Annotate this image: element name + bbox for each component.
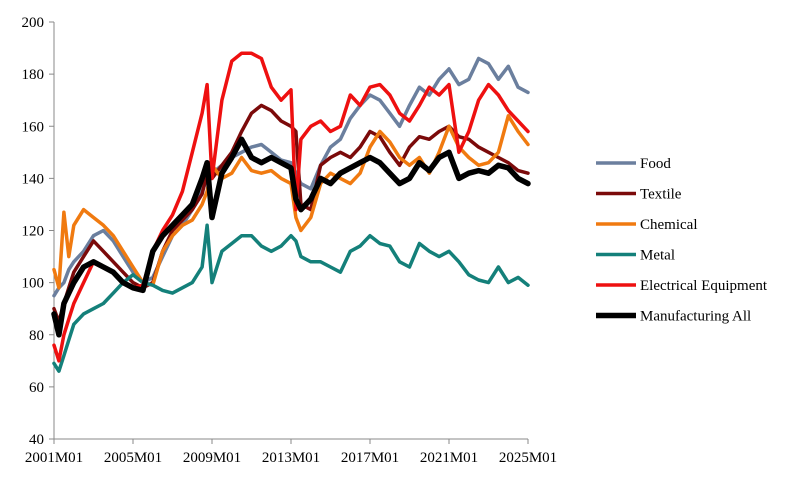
- y-tick-label: 80: [29, 328, 44, 344]
- y-tick-label: 60: [29, 380, 44, 396]
- axes: 40 60 80 100 120 140 160 180 200 2001M01 2005M01 20…: [22, 15, 558, 466]
- x-tick-label: 2005M01: [104, 450, 162, 466]
- x-tick-label: 2021M01: [420, 450, 478, 466]
- series-line-manufacturing-all: [51, 136, 531, 338]
- legend-label-chemical: Chemical: [640, 217, 697, 233]
- legend-label-food: Food: [640, 156, 671, 172]
- series-line-electrical-equipment: [52, 51, 530, 363]
- legend-label-metal: Metal: [640, 248, 675, 264]
- x-tick-label: 2013M01: [262, 450, 320, 466]
- y-tick-label: 160: [22, 119, 45, 135]
- series-line-chemical: [52, 114, 530, 290]
- x-tick-label: 2009M01: [183, 450, 241, 466]
- y-tick-label: 100: [22, 276, 45, 292]
- legend-label-textile: Textile: [640, 187, 682, 203]
- x-tick-label: 2017M01: [341, 450, 399, 466]
- legend-label-manufacturing-all: Manufacturing All: [640, 309, 751, 325]
- legend: Food Textile Chemical Metal Electrical Equip…: [596, 156, 768, 325]
- series-line-textile: [52, 103, 530, 324]
- legend-label-electrical-equipment: Electrical Equipment: [640, 278, 768, 294]
- x-tick-label: 2001M01: [25, 450, 83, 466]
- series-lines: [51, 51, 531, 373]
- y-tick-label: 180: [22, 67, 45, 83]
- y-tick-label: 200: [22, 15, 45, 31]
- y-tick-label: 40: [29, 432, 44, 448]
- y-tick-label: 120: [22, 224, 45, 240]
- series-line-metal: [52, 223, 530, 373]
- y-tick-label: 140: [22, 171, 45, 187]
- x-tick-label: 2025M01: [499, 450, 557, 466]
